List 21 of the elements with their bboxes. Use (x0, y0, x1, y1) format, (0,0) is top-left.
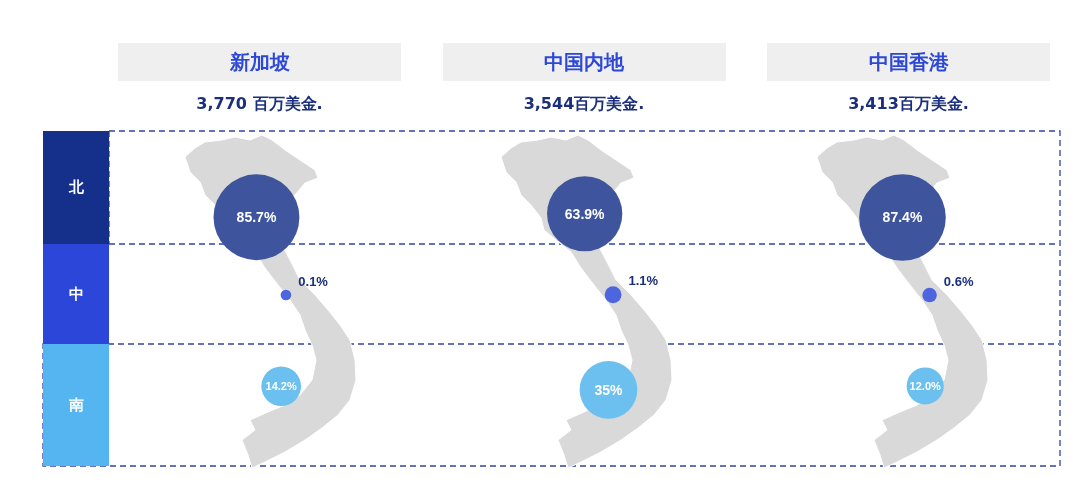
data-label: 35% (593, 381, 623, 398)
row-label-box: 南 (43, 344, 109, 466)
category-label: 中 (68, 284, 84, 304)
text: 3,413百万美金. (848, 93, 969, 115)
category-label: 南 (68, 395, 84, 415)
data-label: 87.4% (882, 209, 923, 226)
data-label: 0.1% (298, 273, 329, 289)
text: 3,770 百万美金. (196, 93, 323, 115)
data-label: 63.9% (564, 205, 605, 222)
text: 3,544百万美金. (523, 93, 645, 115)
text: 中国内地 (544, 48, 624, 76)
category-label: 北 (68, 178, 84, 197)
text: 新加坡 (229, 48, 290, 76)
data-label: 0.6% (943, 273, 974, 289)
data-label: 14.2% (265, 380, 297, 393)
data-label: 85.7% (236, 209, 277, 226)
row-label-box: 中 (43, 244, 109, 344)
data-label: 12.0% (909, 380, 942, 393)
text: 中国香港 (868, 48, 949, 76)
row-label-box: 北 (43, 131, 109, 244)
data-label: 1.1% (628, 273, 659, 289)
